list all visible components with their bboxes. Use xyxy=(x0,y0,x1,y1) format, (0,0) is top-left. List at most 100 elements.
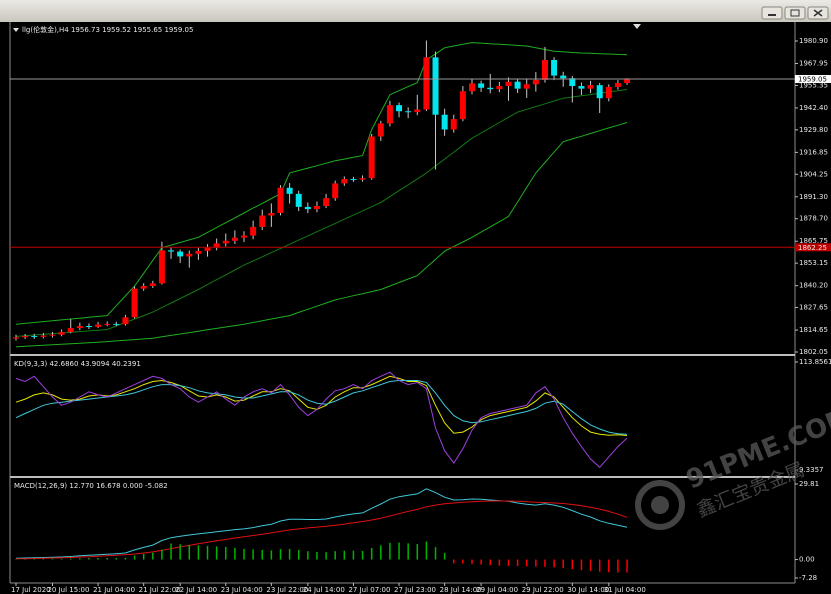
minimize-button[interactable] xyxy=(761,6,783,20)
y-tick-label: 1802.05 xyxy=(799,348,828,356)
candle-body xyxy=(377,123,384,137)
candle-body xyxy=(605,86,612,99)
candle-body xyxy=(386,105,393,124)
histogram-bar xyxy=(425,541,428,560)
histogram-bar xyxy=(617,559,619,573)
histogram-bar xyxy=(252,549,254,560)
watermark-logo xyxy=(635,480,685,530)
histogram-bar xyxy=(535,559,537,567)
menu-triangle[interactable] xyxy=(13,28,19,32)
band-line xyxy=(15,89,628,337)
watermark-logo xyxy=(651,496,669,514)
y-tick-label: 0.00 xyxy=(799,556,815,564)
candle-body xyxy=(624,78,631,84)
candle-body xyxy=(396,105,403,112)
candle-body xyxy=(277,187,284,213)
histogram-bar xyxy=(170,543,172,560)
candle-body xyxy=(95,324,102,327)
histogram-bar xyxy=(69,558,72,560)
candle-body xyxy=(596,85,603,99)
candle-body xyxy=(469,83,475,92)
y-tick-label: 1840.20 xyxy=(799,282,828,290)
histogram-bar xyxy=(462,559,464,564)
histogram-bar xyxy=(361,550,364,560)
restore-button[interactable] xyxy=(784,6,806,20)
indicator-line xyxy=(15,500,628,560)
histogram-bar xyxy=(416,544,419,560)
y-tick-label: 1853.15 xyxy=(799,259,828,267)
candle-body xyxy=(40,335,47,337)
candle-body xyxy=(241,235,247,238)
x-tick-label: 24 Jul 14:00 xyxy=(303,586,345,594)
histogram-bar xyxy=(598,559,601,572)
x-tick-label: 21 Jul 04:00 xyxy=(93,586,135,594)
histogram-bar xyxy=(398,542,400,560)
candle-body xyxy=(459,91,466,120)
shift-marker[interactable] xyxy=(633,24,641,29)
candle-body xyxy=(58,332,65,335)
x-tick-label: 31 Jul 04:00 xyxy=(604,586,646,594)
price-label: 1862.25 xyxy=(798,244,827,252)
x-tick-label: 22 Jul 14:00 xyxy=(175,586,217,594)
histogram-bar xyxy=(161,549,163,560)
histogram-bar xyxy=(443,552,446,560)
panel-title: llg(伦敦金),H4 1956.73 1959.52 1955.65 1959… xyxy=(22,25,193,34)
y-tick-label: 1865.75 xyxy=(799,237,828,245)
histogram-bar xyxy=(288,548,291,560)
histogram-bar xyxy=(115,558,118,560)
indicator-line xyxy=(15,371,628,469)
x-tick-label: 27 Jul 07:00 xyxy=(348,586,390,594)
current-price-label: 1959.05 xyxy=(798,75,827,83)
histogram-bar xyxy=(516,559,519,567)
candle-body xyxy=(22,336,29,338)
candle-body xyxy=(578,86,585,89)
x-tick-label: 23 Jul 22:00 xyxy=(266,586,308,594)
histogram-bar xyxy=(343,550,346,560)
candle-body xyxy=(13,337,19,339)
histogram-bar xyxy=(562,559,564,569)
candle-body xyxy=(286,187,293,194)
candle-body xyxy=(478,83,485,88)
candle-body xyxy=(31,336,38,338)
candle-body xyxy=(405,111,412,113)
histogram-bar xyxy=(197,545,200,560)
window-buttons xyxy=(761,6,829,20)
candle-body xyxy=(541,59,548,80)
histogram-bar xyxy=(60,558,63,560)
histogram-bar xyxy=(507,559,510,566)
candle-body xyxy=(149,283,156,287)
candle-body xyxy=(259,215,266,227)
histogram-bar xyxy=(325,552,327,560)
candle-body xyxy=(140,286,147,289)
histogram-bar xyxy=(352,550,355,560)
candle-body xyxy=(313,206,320,210)
candle-body xyxy=(113,323,120,325)
histogram-bar xyxy=(626,559,628,573)
histogram-bar xyxy=(580,559,583,571)
candle-body xyxy=(487,87,494,90)
histogram-bar xyxy=(553,559,555,568)
histogram-bar xyxy=(297,549,300,560)
histogram-bar xyxy=(489,559,491,566)
candle-body xyxy=(268,212,275,216)
histogram-bar xyxy=(544,559,546,567)
histogram-bar xyxy=(334,551,336,560)
candle-body xyxy=(186,253,193,257)
histogram-bar xyxy=(407,543,409,560)
candle-body xyxy=(341,179,348,184)
histogram-bar xyxy=(225,546,227,560)
candle-body xyxy=(560,75,567,79)
icon xyxy=(790,9,800,17)
y-tick-label: 1904.25 xyxy=(799,170,828,178)
y-tick-label: 1827.65 xyxy=(799,303,828,311)
histogram-bar xyxy=(33,558,35,560)
candle-body xyxy=(423,57,430,110)
histogram-bar xyxy=(370,547,373,560)
x-tick-label: 23 Jul 04:00 xyxy=(221,586,263,594)
candle-body xyxy=(85,325,92,327)
candle-body xyxy=(49,334,56,336)
indicator-line xyxy=(15,488,628,559)
histogram-bar xyxy=(380,545,382,560)
histogram-bar xyxy=(261,549,263,560)
